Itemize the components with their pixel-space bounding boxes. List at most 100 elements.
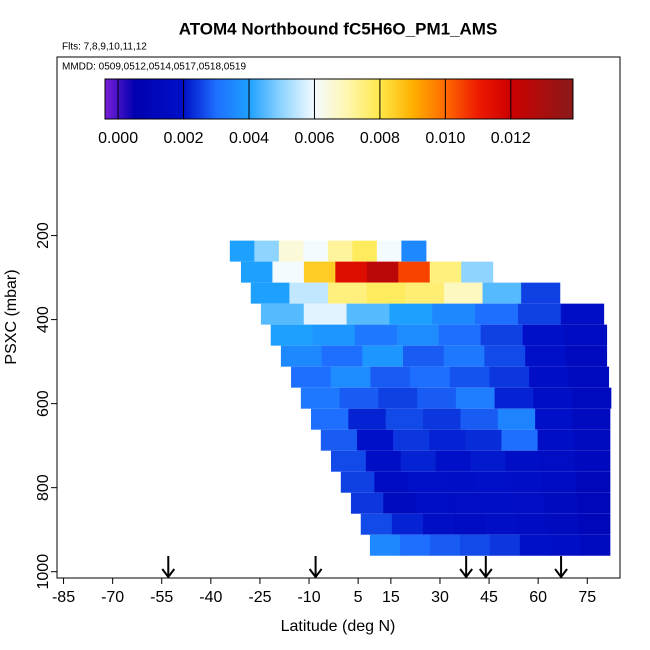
curtain-cell [497, 408, 536, 430]
curtain-cell [401, 240, 427, 262]
curtain-cell [449, 366, 490, 388]
curtain-cell [408, 471, 443, 493]
curtain-cell [560, 303, 605, 325]
plot-frame [56, 56, 621, 579]
colorbar-tick-label: 0.004 [229, 130, 269, 147]
colorbar [104, 78, 574, 120]
curtain-cell [535, 408, 573, 430]
curtain-cell [383, 492, 417, 514]
curtain-cell [330, 450, 367, 472]
x-tick-label: -10 [297, 589, 320, 606]
curtain-cell [289, 282, 329, 304]
curtain-cell [519, 534, 551, 556]
chart-title: ATOM4 Northbound fC5H6O_PM1_AMS [179, 19, 498, 38]
curtain-cell [400, 450, 437, 472]
curtain-cell [328, 282, 368, 304]
curtain-cell [545, 492, 578, 514]
curtain-cell [398, 261, 431, 283]
curtain-cell [579, 534, 611, 556]
curtain-cell [346, 303, 390, 325]
curtain-cell [508, 471, 544, 493]
arrow-head [478, 568, 493, 579]
curtain-cell [360, 513, 393, 535]
colorbar-tick-label: 0.012 [491, 130, 531, 147]
x-tick-label: -55 [150, 589, 173, 606]
curtain-cell [564, 324, 608, 346]
x-tick-label: -25 [248, 589, 271, 606]
colorbar-tick-label: 0.002 [164, 130, 204, 147]
curtain-cell [572, 387, 612, 409]
dates-label: MMDD: 0509,0512,0514,0517,0518,0519 [62, 62, 246, 73]
curtain-cell [405, 282, 445, 304]
flight-arrow [459, 556, 473, 579]
curtain-cell [303, 303, 348, 325]
curtain-cell [278, 240, 304, 262]
colorbar-tick-label: 0.008 [360, 130, 400, 147]
curtain-cell [270, 324, 314, 346]
curtain-cell [573, 429, 611, 451]
curtain-cell [475, 471, 510, 493]
curtain-cell [291, 366, 332, 388]
curtain-cell [512, 492, 546, 514]
curtain-cell [354, 324, 398, 346]
curtain-cell [435, 450, 471, 472]
flights-label: Flts: 7,8,9,10,11,12 [62, 42, 147, 53]
curtain-cell [525, 345, 567, 367]
curtain-cell [240, 261, 273, 283]
curtain-cell [370, 366, 411, 388]
curtain-cell [389, 303, 433, 325]
curtain-cell [385, 408, 424, 430]
curtain-cell [465, 429, 502, 451]
curtain-cell [330, 366, 371, 388]
curtain-cell [480, 324, 524, 346]
arrow-head [308, 568, 323, 579]
curtain-cell [432, 303, 476, 325]
curtain-cell [250, 282, 290, 304]
curtain-cell [350, 492, 384, 514]
arrow-head [459, 568, 473, 579]
curtain-cell [429, 429, 466, 451]
curtain-cell [356, 429, 394, 451]
curtain-cell [522, 324, 566, 346]
curtain-cell [366, 261, 399, 283]
curtain-cell [484, 345, 526, 367]
curtain-cell [461, 261, 494, 283]
flight-arrow [161, 556, 176, 579]
curtain-cell [272, 261, 305, 283]
curtain-cell [311, 408, 349, 430]
curtain-cell [521, 282, 561, 304]
x-tick-label: 45 [480, 589, 498, 606]
curtain-cell [482, 282, 522, 304]
curtain-cell [485, 513, 517, 535]
curtain-cell [429, 534, 461, 556]
x-tick-label: 60 [529, 589, 547, 606]
curtain-cell [565, 345, 608, 367]
curtain-cell [537, 429, 575, 451]
curtain-cell [393, 429, 430, 451]
curtain-cell [260, 303, 305, 325]
x-tick-label: 15 [382, 589, 400, 606]
curtain-cell [339, 387, 379, 409]
colorbar-tick-label: 0.006 [294, 130, 334, 147]
curtain-cell [399, 534, 431, 556]
curtain-cell [470, 450, 506, 472]
colorbar-tick-label: 0.000 [98, 130, 138, 147]
curtain-cell [460, 408, 499, 430]
curtain-cell [369, 534, 401, 556]
x-tick-label: 30 [431, 589, 449, 606]
curtain-cell [489, 366, 530, 388]
curtain-cell [415, 492, 449, 514]
curtain-cell [547, 513, 580, 535]
curtain-cell [529, 366, 570, 388]
curtain-cell [423, 408, 461, 430]
curtain-cell [340, 471, 375, 493]
colorbar-tick-label: 0.010 [425, 130, 465, 147]
x-tick-label: -40 [199, 589, 222, 606]
curtain-cell [365, 450, 402, 472]
y-tick-label: 200 [35, 222, 52, 249]
curtain-cell [378, 387, 418, 409]
curtain-cell [455, 387, 496, 409]
flight-arrow [478, 556, 493, 579]
curtain-cell [320, 429, 358, 451]
curtain-cell [410, 366, 451, 388]
